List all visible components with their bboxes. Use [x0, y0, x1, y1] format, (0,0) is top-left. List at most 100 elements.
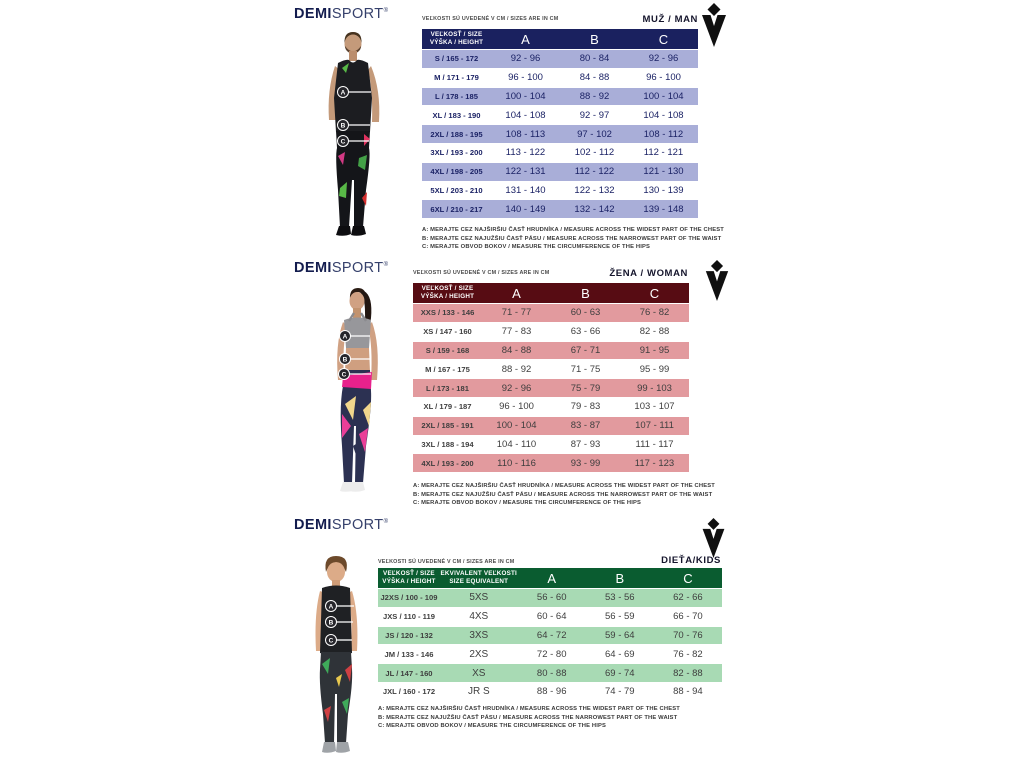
- cell-a: 100 - 104: [482, 416, 551, 435]
- measure-footnotes: A: MERAJTE CEZ NAJŠIRŠIU ČASŤ HRUDNÍKA /…: [378, 705, 680, 731]
- cell-a: 96 - 100: [482, 397, 551, 416]
- cell-c: 76 - 82: [620, 304, 689, 322]
- cell-a: 110 - 116: [482, 454, 551, 473]
- cell-c: 91 - 95: [620, 341, 689, 360]
- cell-size: XXS / 133 - 146: [413, 304, 482, 322]
- cell-equiv: 3XS: [439, 626, 518, 645]
- cell-b: 79 - 83: [551, 397, 620, 416]
- cell-size: 2XL / 185 - 191: [413, 416, 482, 435]
- cell-size: 4XL / 193 - 200: [413, 454, 482, 473]
- cell-equiv: 5XS: [439, 589, 518, 607]
- size-height-header: VEĽKOSŤ / SIZE VÝŠKA / HEIGHT: [378, 568, 440, 588]
- cell-a: 72 - 80: [517, 645, 586, 664]
- cell-a: 84 - 88: [482, 341, 551, 360]
- cell-b: 53 - 56: [585, 589, 654, 607]
- footnote-b: B: MERAJTE CEZ NAJUŽŠIU ČASŤ PÁSU / MEAS…: [422, 235, 722, 242]
- cell-a: 56 - 60: [517, 589, 586, 607]
- logo-demi-text: DEMI: [294, 6, 332, 22]
- cell-a: 92 - 96: [482, 379, 551, 397]
- cell-c: 108 - 112: [629, 125, 698, 143]
- cell-size: L / 178 - 185: [422, 87, 491, 106]
- column-b-header: B: [560, 29, 629, 49]
- cell-size: 6XL / 210 - 217: [422, 200, 491, 219]
- measure-marker-b: B: [337, 119, 370, 131]
- size-row: 6XL / 210 - 217 140 - 149 132 - 142 139 - 1…: [422, 200, 698, 219]
- macron-logo-icon: [702, 3, 726, 47]
- cell-b: 71 - 75: [551, 360, 620, 379]
- cell-size: L / 173 - 181: [413, 379, 482, 397]
- size-row: S / 159 - 168 84 - 88 67 - 71 91 - 95: [413, 341, 689, 360]
- cell-c: 82 - 88: [653, 664, 722, 682]
- woman-size-table: VEĽKOSŤ / SIZE VÝŠKA / HEIGHT A B C XXS …: [413, 282, 689, 473]
- cell-c: 117 - 123: [620, 454, 689, 473]
- cell-c: 88 - 94: [653, 682, 722, 701]
- cell-b: 97 - 102: [560, 125, 629, 143]
- column-b-header: B: [585, 568, 654, 588]
- cell-c: 62 - 66: [653, 589, 722, 607]
- registered-mark: ®: [383, 8, 389, 15]
- cell-a: 60 - 64: [517, 607, 586, 626]
- man-model-figure: A B C: [328, 32, 380, 236]
- cell-size: 4XL / 198 - 205: [422, 162, 491, 181]
- cell-c: 70 - 76: [653, 626, 722, 645]
- cell-a: 122 - 131: [491, 162, 560, 181]
- cell-size: JL / 147 - 160: [378, 664, 440, 682]
- cell-a: 140 - 149: [491, 200, 560, 219]
- cell-a: 104 - 108: [491, 106, 560, 125]
- measure-marker-a: A: [339, 330, 370, 342]
- macron-logo-icon: [705, 260, 729, 301]
- cell-b: 132 - 142: [560, 200, 629, 219]
- cell-c: 139 - 148: [629, 200, 698, 219]
- cell-size: XL / 179 - 187: [413, 397, 482, 416]
- cell-b: 84 - 88: [560, 68, 629, 87]
- size-row: XS / 147 - 160 77 - 83 63 - 66 82 - 88: [413, 322, 689, 341]
- cell-c: 107 - 111: [620, 416, 689, 435]
- footnote-c: C: MERAJTE OBVOD BOKOV / MEASURE THE CIR…: [378, 723, 606, 730]
- cell-b: 112 - 122: [560, 162, 629, 181]
- cell-b: 80 - 84: [560, 50, 629, 68]
- section-man: DEMISPORT® VEĽKOSTI SÚ UVEDENÉ V CM / SI…: [0, 0, 1024, 256]
- cell-a: 88 - 92: [482, 360, 551, 379]
- footnote-a: A: MERAJTE CEZ NAJŠIRŠIU ČASŤ HRUDNÍKA /…: [422, 227, 724, 233]
- cell-size: 3XL / 193 - 200: [422, 143, 491, 162]
- cell-size: JM / 133 - 146: [378, 645, 440, 664]
- section-label-kids: DIEŤA/KIDS: [661, 555, 721, 566]
- cell-c: 82 - 88: [620, 322, 689, 341]
- cell-c: 99 - 103: [620, 379, 689, 397]
- cell-c: 96 - 100: [629, 68, 698, 87]
- cell-a: 131 - 140: [491, 181, 560, 200]
- registered-mark: ®: [383, 519, 389, 526]
- logo-demi-text: DEMI: [294, 517, 332, 533]
- cell-a: 64 - 72: [517, 626, 586, 645]
- measure-marker-a: A: [325, 600, 354, 612]
- size-row: 5XL / 203 - 210 131 - 140 122 - 132 130 - 1…: [422, 181, 698, 200]
- cell-size: 5XL / 203 - 210: [422, 181, 491, 200]
- cell-b: 75 - 79: [551, 379, 620, 397]
- cell-c: 103 - 107: [620, 397, 689, 416]
- size-row: JXS / 110 - 119 4XS 60 - 64 56 - 59 66 - 70: [378, 607, 722, 626]
- size-height-header: VEĽKOSŤ / SIZE VÝŠKA / HEIGHT: [413, 283, 482, 303]
- cell-a: 92 - 96: [491, 50, 560, 68]
- table-header-row: VEĽKOSŤ / SIZE VÝŠKA / HEIGHT A B C: [413, 283, 689, 303]
- registered-mark: ®: [383, 262, 389, 269]
- logo-sport-text: SPORT: [331, 260, 384, 276]
- column-c-header: C: [620, 283, 689, 303]
- sizes-in-cm-note: VEĽKOSTI SÚ UVEDENÉ V CM / SIZES ARE IN …: [422, 16, 559, 22]
- macron-logo-icon: [702, 518, 725, 558]
- cell-a: 100 - 104: [491, 87, 560, 106]
- cell-c: 100 - 104: [629, 87, 698, 106]
- size-row: S / 165 - 172 92 - 96 80 - 84 92 - 96: [422, 50, 698, 68]
- measure-marker-b: B: [325, 616, 353, 628]
- column-a-header: A: [491, 29, 560, 49]
- man-size-table: VEĽKOSŤ / SIZE VÝŠKA / HEIGHT A B C S / …: [422, 28, 698, 219]
- cell-b: 67 - 71: [551, 341, 620, 360]
- svg-text:B: B: [341, 122, 346, 129]
- svg-text:A: A: [341, 89, 346, 96]
- column-a-header: A: [482, 283, 551, 303]
- cell-c: 112 - 121: [629, 143, 698, 162]
- cell-size: JS / 120 - 132: [378, 626, 440, 645]
- measure-marker-c: C: [325, 634, 352, 646]
- cell-size: 2XL / 188 - 195: [422, 125, 491, 143]
- cell-b: 60 - 63: [551, 304, 620, 322]
- size-row: 4XL / 198 - 205 122 - 131 112 - 122 121 - 1…: [422, 162, 698, 181]
